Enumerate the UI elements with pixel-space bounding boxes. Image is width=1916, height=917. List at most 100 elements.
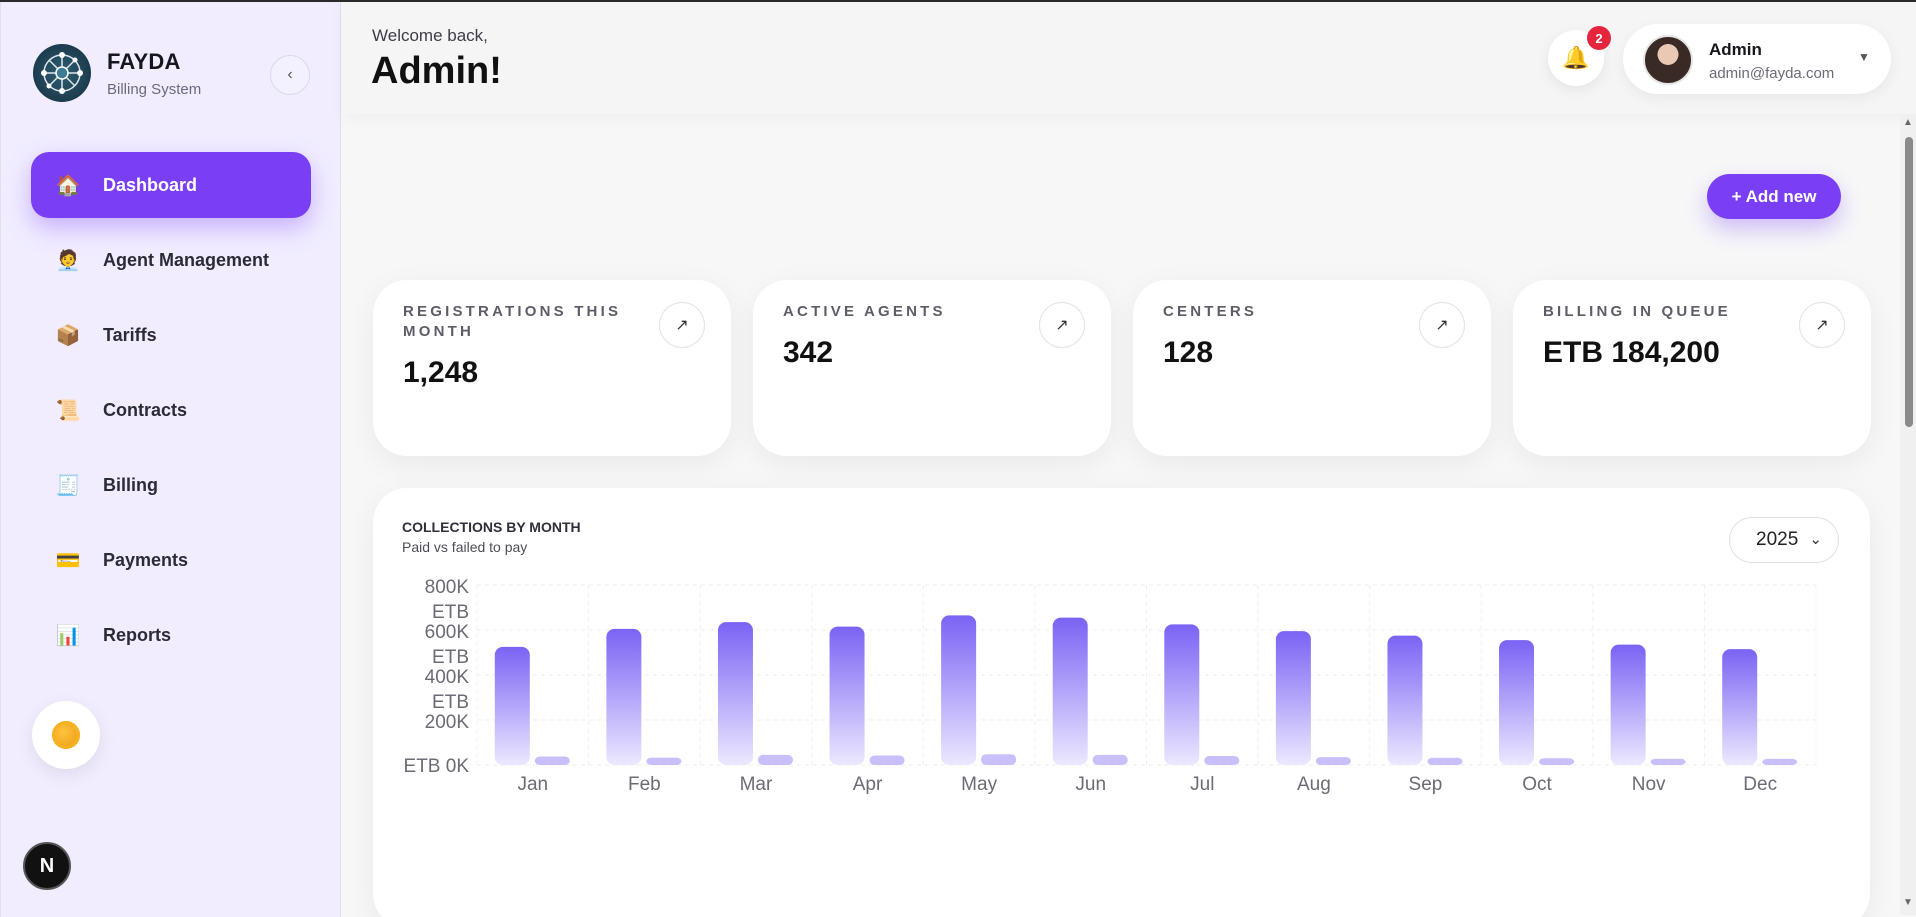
stat-value: 128 xyxy=(1163,336,1214,369)
sidebar-item-contracts[interactable]: 📜 Contracts xyxy=(31,377,311,443)
x-tick-label: Oct xyxy=(1522,774,1552,795)
brand-subtitle: Billing System xyxy=(107,80,202,98)
bar-paid-nov[interactable] xyxy=(1610,644,1646,765)
bar-failed-sep[interactable] xyxy=(1427,757,1463,765)
collapse-sidebar-button[interactable]: ‹ xyxy=(270,55,310,95)
fayda-logo-icon xyxy=(33,44,91,102)
bar-failed-jul[interactable] xyxy=(1204,756,1240,765)
bar-failed-feb[interactable] xyxy=(646,757,682,765)
y-tick-label: ETB 400K xyxy=(425,647,470,688)
sidebar-item-label: Billing xyxy=(103,474,158,495)
sidebar-item-label: Reports xyxy=(103,624,172,645)
chevron-left-icon: ‹ xyxy=(287,66,293,83)
y-tick-label: ETB 200K xyxy=(425,692,470,733)
bar-failed-dec[interactable] xyxy=(1762,758,1798,765)
sidebar-item-tariffs[interactable]: 📦 Tariffs xyxy=(31,302,311,368)
bar-paid-jun[interactable] xyxy=(1052,617,1088,765)
year-select-value: 2025 xyxy=(1756,529,1799,550)
bar-paid-oct[interactable] xyxy=(1499,640,1535,765)
stat-card-active-agents: ACTIVE AGENTS 342 ↗ xyxy=(753,280,1111,456)
bell-icon: 🔔 xyxy=(1562,45,1590,70)
stat-value: ETB 184,200 xyxy=(1543,336,1720,369)
x-tick-label: Apr xyxy=(853,774,883,795)
bar-paid-aug[interactable] xyxy=(1275,631,1311,765)
arrow-up-right-icon[interactable]: ↗ xyxy=(1799,302,1845,348)
sidebar-item-reports[interactable]: 📊 Reports xyxy=(31,602,311,668)
theme-toggle-button[interactable] xyxy=(32,701,100,769)
credit-card-icon: 💳 xyxy=(55,549,81,572)
sidebar-item-payments[interactable]: 💳 Payments xyxy=(31,527,311,593)
sidebar-item-billing[interactable]: 🧾 Billing xyxy=(31,452,311,518)
user-email: admin@fayda.com xyxy=(1709,65,1835,82)
user-name: Admin xyxy=(1709,40,1762,59)
sidebar-item-label: Payments xyxy=(103,549,189,570)
x-tick-label: Jan xyxy=(517,774,548,795)
sun-icon xyxy=(52,721,80,749)
bar-failed-jun[interactable] xyxy=(1092,754,1128,765)
bar-failed-jan[interactable] xyxy=(534,756,570,765)
x-tick-label: Nov xyxy=(1632,774,1666,795)
sidebar-item-label: Dashboard xyxy=(103,174,198,195)
chevron-down-icon: ▼ xyxy=(1858,50,1870,64)
bar-paid-jan[interactable] xyxy=(494,646,530,765)
agent-icon: 🧑‍💼 xyxy=(55,249,81,272)
sidebar-item-agent-management[interactable]: 🧑‍💼 Agent Management xyxy=(31,227,311,293)
arrow-up-right-icon[interactable]: ↗ xyxy=(1039,302,1085,348)
bar-paid-feb[interactable] xyxy=(606,628,642,765)
sidebar-nav: 🏠 Dashboard 🧑‍💼 Agent Management 📦 Tarif… xyxy=(31,152,311,677)
sidebar: FAYDA Billing System ‹ 🏠 Dashboard 🧑‍💼 A… xyxy=(0,2,341,917)
notification-count-badge: 2 xyxy=(1587,26,1611,50)
sidebar-item-label: Agent Management xyxy=(103,249,270,270)
arrow-up-right-icon[interactable]: ↗ xyxy=(1419,302,1465,348)
stat-label: BILLING IN QUEUE xyxy=(1543,303,1731,320)
year-select[interactable]: 2025 ⌄ xyxy=(1729,517,1839,563)
next-dev-badge[interactable]: N xyxy=(23,842,71,890)
bar-failed-apr[interactable] xyxy=(869,755,905,765)
stat-label: CENTERS xyxy=(1163,303,1258,320)
y-tick-label: ETB 0K xyxy=(404,756,470,777)
top-header: Welcome back, Admin! 🔔 2 Admin admin@fay… xyxy=(342,2,1916,114)
chart-title: COLLECTIONS BY MONTH xyxy=(402,519,581,535)
stat-card-registrations: REGISTRATIONS THIS MONTH 1,248 ↗ xyxy=(373,280,731,456)
bar-paid-dec[interactable] xyxy=(1722,649,1758,765)
welcome-text: Welcome back, xyxy=(372,26,488,45)
sidebar-item-label: Contracts xyxy=(103,399,188,420)
x-tick-label: Dec xyxy=(1743,774,1777,795)
brand: FAYDA Billing System xyxy=(33,44,201,102)
stat-label: REGISTRATIONS THIS MONTH xyxy=(403,303,622,340)
bar-failed-mar[interactable] xyxy=(757,754,793,765)
avatar xyxy=(1643,35,1693,85)
user-menu-button[interactable]: Admin admin@fayda.com ▼ xyxy=(1623,24,1891,94)
sidebar-item-label: Tariffs xyxy=(103,324,157,345)
scroll-up-icon[interactable]: ▲ xyxy=(1903,117,1913,128)
x-tick-label: Jul xyxy=(1190,774,1214,795)
sidebar-item-dashboard[interactable]: 🏠 Dashboard xyxy=(31,152,311,218)
window-top-edge xyxy=(0,0,1916,2)
chart-subtitle: Paid vs failed to pay xyxy=(402,539,528,555)
x-tick-label: Aug xyxy=(1297,774,1331,795)
arrow-up-right-icon[interactable]: ↗ xyxy=(659,302,705,348)
x-tick-label: Jun xyxy=(1075,774,1106,795)
bar-failed-oct[interactable] xyxy=(1539,758,1575,765)
x-tick-label: May xyxy=(961,774,997,795)
add-new-button[interactable]: + Add new xyxy=(1707,174,1841,219)
bar-paid-mar[interactable] xyxy=(717,622,753,765)
scroll-down-icon[interactable]: ▼ xyxy=(1903,897,1913,908)
page-title: Admin! xyxy=(371,50,502,92)
receipt-icon: 🧾 xyxy=(55,474,81,497)
bar-failed-may[interactable] xyxy=(981,754,1017,765)
bar-paid-sep[interactable] xyxy=(1387,635,1423,765)
bar-failed-aug[interactable] xyxy=(1315,757,1351,765)
stat-card-centers: CENTERS 128 ↗ xyxy=(1133,280,1491,456)
bar-paid-may[interactable] xyxy=(941,615,977,765)
stat-card-billing-queue: BILLING IN QUEUE ETB 184,200 ↗ xyxy=(1513,280,1871,456)
bar-failed-nov[interactable] xyxy=(1650,758,1686,765)
x-tick-label: Mar xyxy=(740,774,773,795)
x-tick-label: Feb xyxy=(628,774,661,795)
scrollbar-thumb[interactable] xyxy=(1905,137,1913,427)
bar-paid-jul[interactable] xyxy=(1164,624,1200,765)
brand-name: FAYDA xyxy=(107,48,181,74)
bar-paid-apr[interactable] xyxy=(829,626,865,765)
collections-chart-card: COLLECTIONS BY MONTH Paid vs failed to p… xyxy=(373,488,1870,917)
